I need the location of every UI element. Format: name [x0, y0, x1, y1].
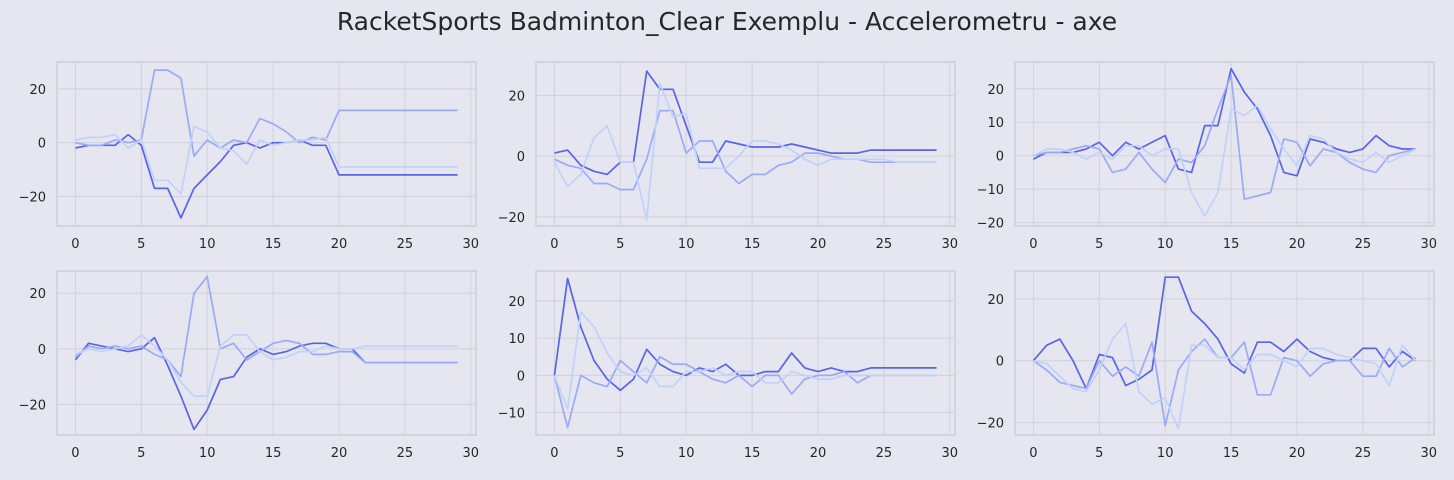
- series-line-2: [554, 109, 937, 191]
- y-tick-label: −20: [19, 398, 46, 413]
- x-tick-label: 20: [1289, 446, 1306, 461]
- y-tick-label: −10: [498, 407, 525, 422]
- x-tick-label: 30: [941, 446, 958, 461]
- x-tick-label: 20: [1289, 237, 1306, 252]
- series-line-3: [553, 311, 937, 410]
- plot-area: [56, 270, 477, 436]
- x-tick-label: 25: [397, 237, 414, 252]
- x-tick-label: 30: [462, 237, 479, 252]
- x-tick-label: 10: [678, 446, 695, 461]
- series-line-3: [75, 334, 458, 397]
- series-line-3: [1033, 322, 1417, 430]
- y-tick-label: −20: [977, 417, 1004, 432]
- x-tick-label: 15: [1223, 237, 1240, 252]
- x-tick-label: 30: [1420, 237, 1437, 252]
- x-tick-label: 20: [331, 237, 348, 252]
- x-tick-label: 10: [1157, 237, 1174, 252]
- y-tick-label: 20: [508, 89, 525, 104]
- x-tick-label: 10: [678, 237, 695, 252]
- x-tick-label: 10: [199, 237, 216, 252]
- y-tick-label: 20: [29, 287, 46, 302]
- x-tick-label: 15: [265, 237, 282, 252]
- series-line-2: [1033, 74, 1416, 201]
- x-tick-label: 15: [744, 446, 761, 461]
- x-tick-label: 0: [550, 237, 558, 252]
- y-tick-label: 20: [508, 295, 525, 310]
- y-tick-label: 0: [38, 343, 46, 358]
- subplot-2: 0 5 10 15 20 25 30 −20 0 20: [498, 61, 958, 252]
- y-tick-label: 0: [38, 137, 46, 152]
- x-tick-label: 10: [199, 446, 216, 461]
- y-tick-label: 0: [996, 150, 1004, 165]
- x-tick-label: 0: [1029, 237, 1037, 252]
- x-tick-label: 5: [616, 446, 624, 461]
- x-tick-label: 15: [744, 237, 761, 252]
- x-tick-label: 30: [462, 446, 479, 461]
- x-tick-label: 15: [1223, 446, 1240, 461]
- y-tick-label: −20: [977, 217, 1004, 232]
- y-tick-label: 10: [508, 332, 525, 347]
- x-tick-label: 0: [71, 237, 79, 252]
- x-tick-label: 20: [810, 446, 827, 461]
- x-tick-label: 5: [1095, 446, 1103, 461]
- x-tick-label: 0: [550, 446, 558, 461]
- y-tick-label: −10: [977, 183, 1004, 198]
- x-tick-label: 25: [1355, 237, 1372, 252]
- series-line-3: [553, 82, 937, 221]
- plot-area: [56, 61, 477, 227]
- x-tick-label: 5: [137, 446, 145, 461]
- x-tick-label: 30: [1420, 446, 1437, 461]
- y-tick-label: 20: [987, 293, 1004, 308]
- x-tick-label: 0: [1029, 446, 1037, 461]
- y-tick-label: −20: [498, 211, 525, 226]
- y-tick-label: 0: [517, 150, 525, 165]
- x-tick-label: 20: [810, 237, 827, 252]
- subplot-4: 0 5 10 15 20 25 30 −20 0 20: [19, 270, 479, 461]
- x-tick-label: 0: [71, 446, 79, 461]
- y-tick-label: −20: [19, 190, 46, 205]
- subplot-1: 0 5 10 15 20 25 30 −20 0 20: [19, 61, 479, 252]
- plot-area: [1014, 61, 1435, 227]
- x-tick-label: 25: [397, 446, 414, 461]
- y-tick-label: 0: [517, 369, 525, 384]
- y-tick-label: 20: [987, 83, 1004, 98]
- x-tick-label: 20: [331, 446, 348, 461]
- series-line-2: [74, 275, 458, 378]
- y-tick-label: 20: [29, 83, 46, 98]
- plot-area: [535, 270, 956, 436]
- plot-area: [535, 61, 956, 227]
- x-tick-label: 5: [1095, 237, 1103, 252]
- subplot-5: 0 5 10 15 20 25 30 −10 0 10 20: [498, 270, 958, 461]
- x-tick-label: 30: [941, 237, 958, 252]
- subplot-6: 0 5 10 15 20 25 30 −20 0 20: [977, 270, 1437, 461]
- y-tick-label: 10: [987, 116, 1004, 131]
- x-tick-label: 5: [616, 237, 624, 252]
- figure-title: RacketSports Badminton_Clear Exemplu - A…: [337, 7, 1117, 36]
- series-line-1: [554, 70, 937, 176]
- x-tick-label: 10: [1157, 446, 1174, 461]
- series-line-3: [1033, 104, 1416, 217]
- series-line-3: [75, 125, 458, 195]
- x-tick-label: 25: [876, 446, 893, 461]
- x-tick-label: 25: [876, 237, 893, 252]
- series-line-1: [553, 277, 937, 392]
- subplot-grid: 0 5 10 15 20 25 30 −20 0 20 0 5 10 15 20 25 30 −20 0 20 0 5 10…: [19, 61, 1437, 461]
- y-tick-label: 0: [996, 355, 1004, 370]
- x-tick-label: 25: [1355, 446, 1372, 461]
- x-tick-label: 5: [137, 237, 145, 252]
- x-tick-label: 15: [265, 446, 282, 461]
- subplot-3: 0 5 10 15 20 25 30 −20 −10 0 10 20: [977, 61, 1437, 252]
- series-line-1: [75, 133, 458, 219]
- series-line-1: [1033, 67, 1416, 177]
